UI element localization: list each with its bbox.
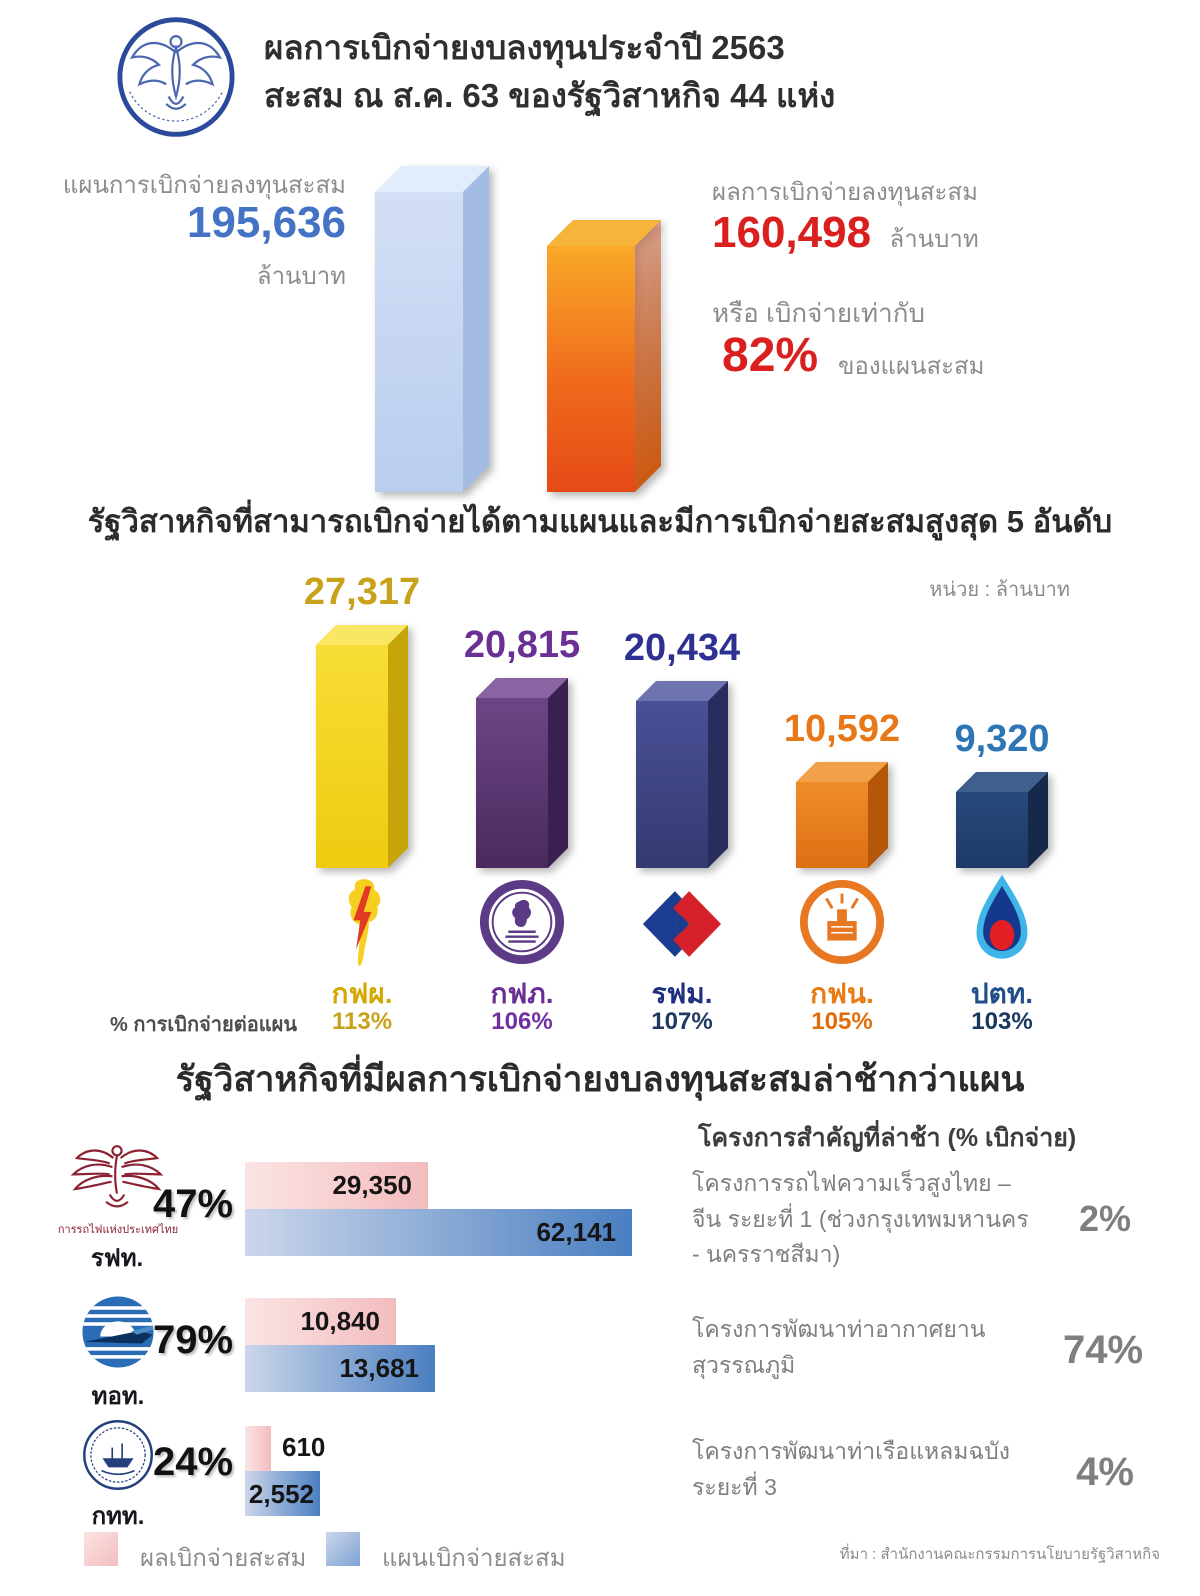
- top5-value-5: 9,320: [954, 718, 1050, 760]
- srt-abbr: รฟท.: [90, 1245, 144, 1272]
- top5-value-4: 10,592: [783, 708, 901, 750]
- pat-logo-icon: [74, 1418, 162, 1494]
- top5-abbr-egat: กฟผ.: [331, 978, 393, 1009]
- top5-bar-ptt: [956, 772, 1048, 868]
- mrta-logo-icon: [596, 884, 768, 968]
- top5-value-1: 27,317: [303, 571, 421, 613]
- percent-row-label: % การเบิกจ่ายต่อแผน: [110, 1014, 298, 1036]
- aot-actual-bar: 10,840: [245, 1298, 396, 1345]
- result-label: ผลการเบิกจ่ายลงทุนสะสม: [712, 179, 978, 206]
- top5-pct-mrta: 107%: [651, 1008, 713, 1035]
- top5-abbr-mea: กฟน.: [810, 978, 874, 1009]
- pat-percent: 24%: [152, 1440, 234, 1484]
- source-note: ที่มา : สำนักงานคณะกรรมการนโยบายรัฐวิสาห…: [839, 1546, 1160, 1563]
- or-label: หรือ เบิกจ่ายเท่ากับ: [712, 298, 926, 328]
- top5-bar-egat: [316, 625, 408, 868]
- delayed-project-2: โครงการพัฒนาท่าอากาศยาน สุวรรณภูมิ: [692, 1316, 986, 1378]
- pat-actual-bar: [245, 1426, 271, 1471]
- percent-suffix: ของแผนสะสม: [838, 353, 985, 380]
- result-3d-bar-side: [635, 220, 661, 492]
- top5-bar-mrta: [636, 681, 728, 868]
- legend-actual-label: ผลเบิกจ่ายสะสม: [140, 1545, 307, 1572]
- top5-bar-mea-side: [868, 762, 888, 868]
- top5-bar-pea-front: [476, 698, 548, 868]
- delayed-project-3-pct: 4%: [1076, 1450, 1134, 1494]
- delayed-project-1: โครงการรถไฟความเร็วสูงไทย – จีน ระยะที่ …: [692, 1170, 1029, 1268]
- srt-full-name: การรถไฟแห่งประเทศไทย: [57, 1224, 179, 1236]
- srt-percent: 47%: [152, 1182, 234, 1226]
- srt-actual-bar: 29,350: [245, 1162, 428, 1209]
- result-value: 160,498: [712, 208, 872, 257]
- srt-plan-bar: 62,141: [245, 1209, 632, 1256]
- aot-logo-icon: [70, 1292, 166, 1372]
- page-title: ผลการเบิกจ่ายงบลงทุนประจำปี 2563 สะสม ณ …: [264, 24, 1024, 120]
- top5-bar-egat-side: [388, 625, 408, 868]
- aot-percent: 79%: [152, 1318, 234, 1362]
- pat-plan-value: 2,552: [248, 1479, 314, 1509]
- aot-abbr: ทอท.: [91, 1383, 145, 1410]
- egat-logo-icon: [276, 876, 448, 970]
- top5-value-3: 20,434: [623, 627, 741, 669]
- result-value-row: 160,498 ล้านบาท: [712, 208, 979, 258]
- result-unit: ล้านบาท: [889, 226, 979, 253]
- srt-actual-value: 29,350: [332, 1170, 412, 1200]
- srt-logo-icon: [60, 1138, 174, 1222]
- legend-actual-swatch: [84, 1532, 118, 1566]
- top5-bar-egat-front: [316, 645, 388, 868]
- delayed-title: รัฐวิสาหกิจที่มีผลการเบิกจ่ายงบลงทุนสะสม…: [175, 1060, 1025, 1099]
- result-3d-bar-front: [547, 246, 635, 492]
- top5-pct-egat: 113%: [331, 1008, 393, 1035]
- legend-plan-swatch: [326, 1532, 360, 1566]
- top5-bar-pea: [476, 678, 568, 868]
- percent-value: 82%: [722, 329, 819, 382]
- top5-value-2: 20,815: [463, 624, 581, 666]
- ptt-logo-icon: [916, 872, 1088, 968]
- top5-pct-ptt: 103%: [971, 1008, 1033, 1035]
- pat-plan-bar: 2,552: [245, 1471, 320, 1516]
- top5-bar-ptt-front: [956, 792, 1028, 868]
- top5-bar-mea: [796, 762, 888, 868]
- top5-abbr-mrta: รฟม.: [651, 978, 713, 1009]
- aot-actual-value: 10,840: [300, 1306, 380, 1336]
- plan-3d-bar: [375, 166, 489, 492]
- top5-pct-mea: 105%: [811, 1008, 873, 1035]
- sepo-emblem-icon: [110, 16, 242, 138]
- top5-abbr-pea: กฟภ.: [490, 978, 554, 1009]
- pat-actual-value: 610: [282, 1432, 326, 1462]
- unit-note: หน่วย : ล้านบาท: [929, 579, 1070, 601]
- top5-bar-mrta-side: [708, 681, 728, 868]
- pat-abbr: กทท.: [91, 1503, 145, 1530]
- plan-3d-bar-side: [463, 166, 489, 492]
- aot-plan-bar: 13,681: [245, 1345, 435, 1392]
- top5-title: รัฐวิสาหกิจที่สามารถเบิกจ่ายได้ตามแผนและ…: [87, 504, 1113, 539]
- delayed-projects-header: โครงการสำคัญที่ล่าช้า (% เบิกจ่าย): [698, 1124, 1077, 1152]
- page-title-line1: ผลการเบิกจ่ายงบลงทุนประจำปี 2563: [264, 29, 785, 66]
- mea-logo-icon: [756, 878, 928, 968]
- top5-bar-mrta-front: [636, 701, 708, 868]
- plan-value: 195,636: [186, 198, 346, 247]
- plan-3d-bar-front: [375, 192, 463, 492]
- top5-bar-pea-side: [548, 678, 568, 868]
- result-3d-bar: [547, 220, 661, 492]
- top5-pct-pea: 106%: [491, 1008, 553, 1035]
- top5-bar-mea-front: [796, 782, 868, 868]
- pea-logo-icon: [436, 878, 608, 968]
- plan-label: แผนการเบิกจ่ายลงทุนสะสม: [62, 172, 346, 199]
- delayed-project-2-pct: 74%: [1062, 1328, 1144, 1372]
- aot-plan-value: 13,681: [339, 1353, 419, 1383]
- page-title-line2: สะสม ณ ส.ค. 63 ของรัฐวิสาหกิจ 44 แห่ง: [264, 76, 836, 114]
- srt-plan-value: 62,141: [536, 1217, 616, 1247]
- delayed-project-1-pct: 2%: [1078, 1198, 1132, 1239]
- legend-plan-label: แผนเบิกจ่ายสะสม: [382, 1545, 566, 1572]
- top5-abbr-ptt: ปตท.: [970, 978, 1034, 1009]
- delayed-project-3: โครงการพัฒนาท่าเรือแหลมฉบัง ระยะที่ 3: [692, 1438, 1010, 1500]
- plan-unit: ล้านบาท: [256, 263, 346, 290]
